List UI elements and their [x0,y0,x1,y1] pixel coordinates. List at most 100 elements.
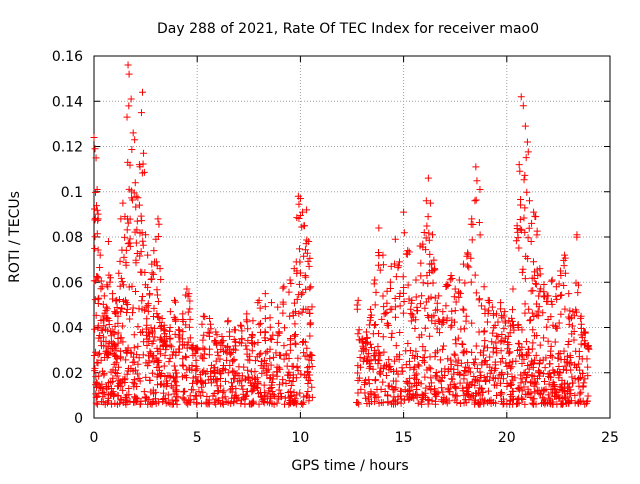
data-point [476,185,484,193]
data-point [186,334,194,342]
data-point [557,272,565,280]
data-point [157,372,165,380]
data-point [222,347,230,355]
data-point [528,399,536,407]
data-point [104,394,112,402]
data-point [112,344,120,352]
data-point [269,371,277,379]
data-point [471,271,479,279]
data-point [520,176,528,184]
data-point [206,345,214,353]
data-point [240,363,248,371]
data-point [112,352,120,360]
data-point [116,399,124,407]
data-point [273,338,281,346]
data-point [439,345,447,353]
data-point [245,400,253,408]
data-point [117,215,125,223]
data-point [165,358,173,366]
data-point [300,222,308,230]
x-tick-label: 25 [601,430,619,446]
data-point [391,400,399,408]
data-point [244,366,252,374]
data-point [275,319,283,327]
data-point [379,292,387,300]
data-point [468,319,476,327]
data-point [508,306,516,314]
data-point [432,372,440,380]
data-point [299,338,307,346]
data-point [300,252,308,260]
data-point [362,338,370,346]
data-point [457,359,465,367]
data-point [463,348,471,356]
data-point [568,330,576,338]
data-point [306,351,314,359]
data-point [295,245,303,253]
y-tick-label: 0.04 [52,321,83,337]
data-point [141,393,149,401]
data-point [166,327,174,335]
data-point [371,320,379,328]
data-point [124,344,132,352]
data-point [291,332,299,340]
data-point [150,247,158,255]
data-point [561,355,569,363]
data-point [162,333,170,341]
data-point [123,370,131,378]
data-point [204,328,212,336]
data-point [251,357,259,365]
data-point [568,373,576,381]
data-point [179,388,187,396]
data-point [96,384,104,392]
data-point [521,300,529,308]
data-point [185,397,193,405]
data-point [557,310,565,318]
data-point [547,385,555,393]
data-point [496,390,504,398]
data-point [104,379,112,387]
data-point [395,258,403,266]
data-point [238,327,246,335]
data-point [154,359,162,367]
data-point [451,285,459,293]
data-point [550,368,558,376]
data-point [451,307,459,315]
data-point [95,389,103,397]
data-point [391,313,399,321]
data-point [524,362,532,370]
data-point [421,373,429,381]
data-point [519,102,527,110]
data-point [515,244,523,252]
data-point [551,338,559,346]
data-point [371,321,379,329]
data-point [258,357,266,365]
data-point [413,391,421,399]
data-point [126,215,134,223]
data-point [459,305,467,313]
data-point [267,395,275,403]
data-point [156,319,164,327]
data-point [97,398,105,406]
data-point [529,339,537,347]
data-point [114,392,122,400]
data-point [580,341,588,349]
data-point [94,295,102,303]
data-point [524,255,532,263]
data-point [286,276,294,284]
data-point [518,359,526,367]
data-point [279,298,287,306]
data-point [179,394,187,402]
data-point [456,379,464,387]
data-point [94,359,102,367]
data-point [517,195,525,203]
data-point [356,374,364,382]
data-point [452,358,460,366]
data-point [161,338,169,346]
data-point [301,338,309,346]
data-point [556,383,564,391]
data-point [148,353,156,361]
data-point [379,365,387,373]
data-point [397,399,405,407]
data-point [424,311,432,319]
